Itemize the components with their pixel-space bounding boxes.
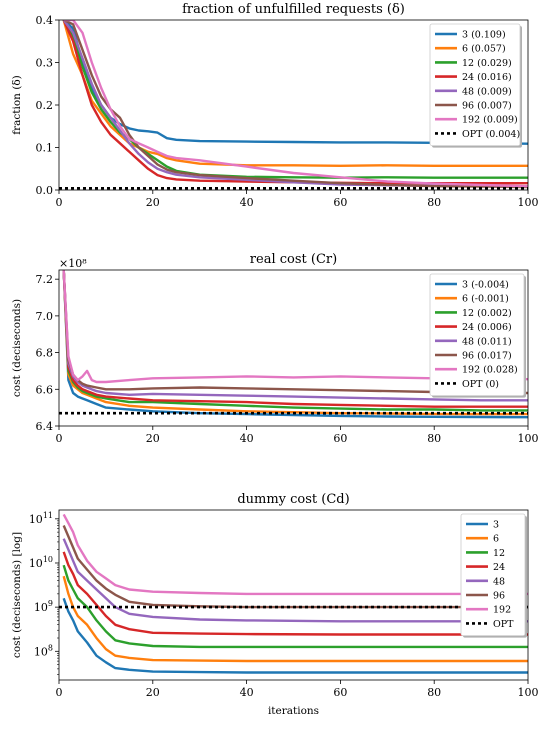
x-tick-label: 100 [518, 196, 538, 209]
legend-box [429, 273, 525, 396]
x-tick-label: 20 [146, 432, 160, 445]
legend-label-12: 12 [493, 548, 505, 559]
series-group [59, 270, 528, 419]
chart-title: real cost (Cr) [250, 252, 337, 267]
series-line-96 [63, 20, 528, 189]
x-tick-label: 80 [427, 196, 441, 209]
y-tick-label: 6.4 [36, 420, 54, 433]
legend-label-6: 6 (0.057) [462, 44, 506, 55]
legend-label-3: 3 (0.109) [462, 30, 506, 41]
x-tick-label: 40 [240, 686, 254, 699]
series-group [59, 513, 528, 674]
y-tick-label: 0.3 [36, 57, 54, 70]
legend-box [429, 23, 521, 146]
x-tick-label: 0 [56, 432, 63, 445]
series-line-12 [62, 564, 528, 649]
y-axis-label: cost (deciseconds) [11, 299, 23, 397]
series-line-48 [62, 538, 528, 623]
series-line-24 [62, 551, 528, 636]
series-line-6 [62, 575, 528, 663]
series-line-24 [62, 270, 528, 408]
y-tick-label: 0.1 [36, 142, 54, 155]
legend-label-24: 24 [493, 562, 505, 573]
plot-frame [58, 269, 529, 427]
x-tick-label: 20 [146, 196, 160, 209]
series-line-12 [62, 20, 528, 179]
y-tick-label: 0.4 [36, 14, 54, 27]
y-axis-multiplier: ×10⁸ [59, 257, 87, 270]
y-axis-label: cost (deciseconds) [log] [11, 532, 23, 658]
x-tick-label: 0 [56, 196, 63, 209]
series-line-192 [62, 270, 528, 384]
series-line-24 [62, 20, 528, 185]
legend-label-3: 3 (-0.004) [462, 280, 509, 291]
legend-label-12: 12 (0.002) [462, 308, 512, 319]
y-tick-label: 109 [34, 599, 53, 614]
legend-label-OPT: OPT [493, 619, 514, 630]
series-line-12 [62, 270, 528, 412]
series-line-3 [62, 270, 528, 419]
legend-label-24: 24 (0.016) [462, 72, 512, 83]
legend-label-192: 192 (0.009) [462, 115, 518, 126]
series-line-96 [62, 525, 528, 609]
y-tick-label: 6.8 [36, 347, 54, 360]
series-line-6 [62, 20, 528, 168]
chart-title: fraction of unfulfilled requests (δ) [182, 2, 405, 17]
legend: 3 (-0.004) 6 (-0.001) 12 (0.002) 24 (0.006)… [429, 273, 526, 398]
legend-label-96: 96 [493, 591, 505, 602]
chart-panel-2: real cost (Cr) 0 20 40 60 80 100 6.4 6.6 6.8 7.0 7.… [11, 252, 538, 445]
x-tick-label: 80 [427, 432, 441, 445]
legend-label-192: 192 [493, 605, 511, 616]
x-tick-label: 100 [518, 686, 538, 699]
y-tick-label: 6.6 [36, 383, 54, 396]
series-line-192 [63, 20, 528, 188]
x-tick-label: 20 [146, 686, 160, 699]
legend-label-OPT: OPT (0) [462, 379, 499, 390]
y-tick-label: 1010 [29, 555, 53, 570]
legend-label-96: 96 (0.017) [462, 351, 512, 362]
plot-frame [58, 509, 529, 681]
x-tick-label: 60 [333, 432, 347, 445]
legend-box [460, 513, 526, 636]
series-line-192 [62, 513, 528, 596]
y-tick-label: 0.2 [36, 99, 54, 112]
x-tick-label: 60 [333, 196, 347, 209]
y-tick-label: 7.0 [36, 310, 54, 323]
chart-title: dummy cost (Cd) [237, 492, 349, 507]
legend-label-48: 48 (0.011) [462, 336, 512, 347]
series-group [59, 20, 528, 190]
legend-label-48: 48 [493, 576, 505, 587]
legend: 3 6 12 24 48 96 192 OPT [460, 513, 527, 638]
legend-label-OPT: OPT (0.004) [462, 129, 520, 140]
chart-panel-3: dummy cost (Cd) 0 20 40 60 80 100 108 109 1010 101… [11, 492, 538, 717]
legend-label-48: 48 (0.009) [462, 86, 512, 97]
y-axis-label: fraction (δ) [11, 75, 23, 135]
x-tick-label: 40 [240, 432, 254, 445]
series-line-48 [62, 270, 528, 402]
x-tick-label: 80 [427, 686, 441, 699]
legend-label-24: 24 (0.006) [462, 322, 512, 333]
legend-label-192: 192 (0.028) [462, 365, 518, 376]
legend-label-6: 6 [493, 534, 499, 545]
x-tick-label: 40 [240, 196, 254, 209]
chart-panel-1: fraction of unfulfilled requests (δ) 0 20 4… [11, 2, 538, 209]
legend-label-12: 12 (0.029) [462, 58, 512, 69]
legend-label-96: 96 (0.007) [462, 101, 512, 112]
legend-label-3: 3 [493, 520, 499, 531]
x-tick-label: 100 [518, 432, 538, 445]
y-tick-label: 7.2 [36, 273, 54, 286]
series-line-3 [62, 597, 528, 674]
y-tick-label: 1011 [29, 511, 53, 526]
y-tick-label: 0.0 [36, 184, 54, 197]
legend: 3 (0.109) 6 (0.057) 12 (0.029) 24 (0.016) 48… [429, 23, 522, 148]
x-axis-label: iterations [268, 705, 319, 717]
x-tick-label: 0 [56, 686, 63, 699]
y-tick-label: 108 [34, 643, 53, 658]
x-tick-label: 60 [333, 686, 347, 699]
legend-label-6: 6 (-0.001) [462, 294, 509, 305]
